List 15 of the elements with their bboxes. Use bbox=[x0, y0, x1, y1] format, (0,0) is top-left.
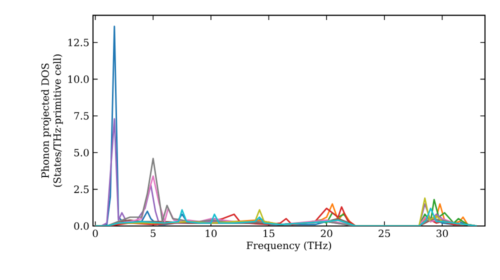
y-axis-title: Phonon projected DOS (States/THz·primitive cell) bbox=[41, 54, 63, 187]
x-tick-label: 0 bbox=[92, 230, 98, 238]
y-tick-label: 5.0 bbox=[74, 148, 89, 156]
x-tick-label: 20 bbox=[320, 230, 332, 238]
x-axis-title: Frequency (THz) bbox=[246, 241, 332, 252]
y-tick-label: 12.5 bbox=[68, 38, 89, 46]
x-tick-label: 25 bbox=[378, 230, 390, 238]
y-tick-label: 2.5 bbox=[74, 186, 89, 194]
x-tick-label: 15 bbox=[264, 230, 274, 238]
y-tick-label: 0.0 bbox=[74, 222, 89, 230]
x-tick-label: 5 bbox=[150, 230, 156, 238]
y-tick-label: 10.0 bbox=[68, 75, 89, 83]
x-tick-label: 30 bbox=[436, 230, 448, 238]
x-tick-label: 10 bbox=[206, 230, 217, 238]
y-tick-label: 7.5 bbox=[74, 112, 89, 120]
